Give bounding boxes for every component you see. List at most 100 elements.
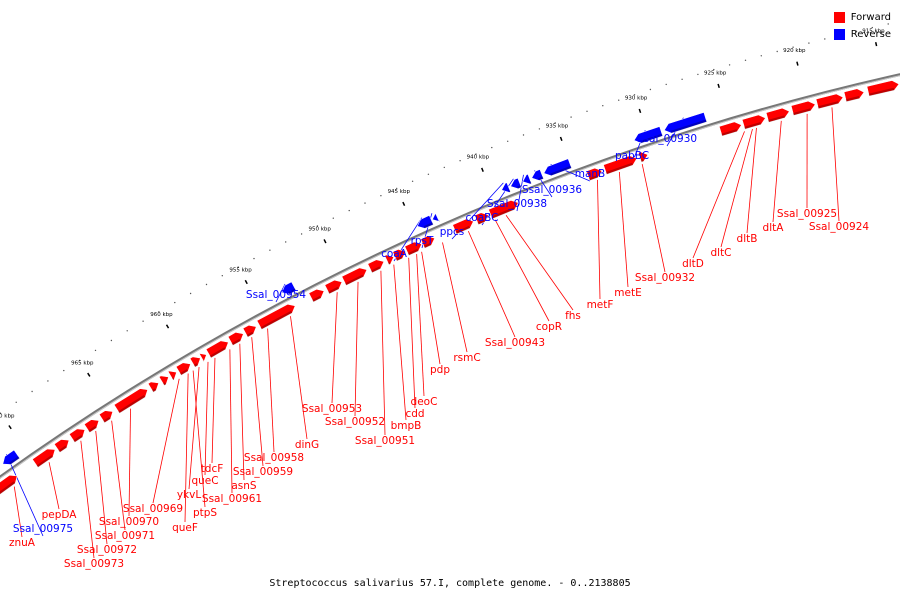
- gene-label[interactable]: copR: [536, 321, 562, 333]
- gene-label[interactable]: ykvL: [177, 489, 202, 501]
- gene-label[interactable]: queC: [191, 475, 218, 487]
- gene-label[interactable]: Ssal_00943: [485, 337, 545, 349]
- reverse-gene-arrow[interactable]: [501, 182, 511, 193]
- gene-label[interactable]: Ssal_00971: [95, 530, 155, 542]
- gene-label[interactable]: Ssal_00953: [302, 403, 362, 415]
- gene-label[interactable]: rsmC: [453, 352, 480, 364]
- reverse-gene-arrow[interactable]: [416, 215, 434, 229]
- forward-gene-arrow[interactable]: [167, 370, 177, 381]
- forward-gene-arrow[interactable]: [113, 388, 149, 414]
- forward-gene-arrow[interactable]: [718, 121, 742, 137]
- gene-label[interactable]: Ssal_00969: [123, 503, 183, 515]
- gene-label[interactable]: dltD: [682, 258, 704, 270]
- forward-gene-arrow[interactable]: [324, 279, 343, 295]
- forward-gene-arrow[interactable]: [384, 254, 395, 266]
- gene-label[interactable]: rpsT: [411, 235, 434, 247]
- forward-gene-arrow[interactable]: [147, 381, 160, 393]
- forward-gene-arrow[interactable]: [488, 199, 519, 220]
- forward-gene-arrow[interactable]: [242, 324, 257, 338]
- forward-gene-arrow[interactable]: [367, 259, 385, 274]
- gene-label[interactable]: metE: [614, 287, 641, 299]
- forward-gene-arrow[interactable]: [341, 267, 368, 286]
- forward-gene-arrow[interactable]: [420, 235, 436, 249]
- reverse-gene-arrow[interactable]: [431, 211, 441, 223]
- gene-label[interactable]: Ssal_00930: [637, 133, 697, 145]
- gene-label[interactable]: dltA: [763, 222, 785, 234]
- leader-line: [692, 131, 745, 259]
- gene-label[interactable]: pdp: [430, 364, 450, 376]
- gene-label[interactable]: Ssal_00972: [77, 544, 137, 556]
- gene-label[interactable]: Ssal_00932: [635, 272, 695, 284]
- reverse-gene-arrow[interactable]: [2, 449, 21, 465]
- gene-label[interactable]: Ssal_00959: [233, 466, 293, 478]
- gene-label[interactable]: Ssal_00952: [325, 416, 385, 428]
- forward-gene-arrow[interactable]: [227, 331, 244, 346]
- gene-label[interactable]: Ssal_00954: [246, 289, 306, 301]
- forward-gene-arrow[interactable]: [790, 100, 816, 116]
- forward-gene-arrow[interactable]: [256, 303, 296, 330]
- forward-gene-arrow[interactable]: [586, 167, 603, 181]
- forward-gene-arrow[interactable]: [741, 114, 766, 130]
- gene-label[interactable]: asnS: [231, 480, 257, 492]
- gene-label[interactable]: Ssal_00975: [13, 523, 73, 535]
- gene-label[interactable]: Ssal_00958: [244, 452, 304, 464]
- forward-gene-arrow[interactable]: [452, 218, 474, 235]
- reverse-gene-arrow[interactable]: [633, 126, 664, 144]
- gene-label[interactable]: coaBC: [466, 212, 499, 224]
- gene-label[interactable]: metF: [587, 299, 614, 311]
- forward-gene-arrow[interactable]: [474, 212, 489, 225]
- forward-gene-arrow[interactable]: [603, 155, 638, 175]
- forward-gene-arrow[interactable]: [175, 362, 192, 376]
- gene-label[interactable]: Ssal_00924: [809, 221, 869, 233]
- forward-gene-arrow[interactable]: [68, 428, 86, 443]
- forward-gene-arrow[interactable]: [83, 419, 100, 433]
- forward-gene-arrow[interactable]: [53, 439, 70, 453]
- gene-label[interactable]: Ssal_00938: [487, 198, 547, 210]
- forward-gene-arrow[interactable]: [392, 248, 407, 262]
- forward-gene-arrow[interactable]: [765, 107, 790, 123]
- gene-label[interactable]: pepDA: [42, 509, 78, 521]
- forward-gene-arrow[interactable]: [189, 356, 201, 368]
- gene-label[interactable]: Ssal_00973: [64, 558, 124, 570]
- gene-label[interactable]: dltC: [710, 247, 731, 259]
- forward-gene-arrow[interactable]: [866, 80, 900, 97]
- gene-label[interactable]: ppcs: [440, 226, 465, 238]
- forward-gene-arrow[interactable]: [815, 93, 844, 110]
- leader-line: [720, 128, 753, 248]
- gene-label[interactable]: cdd: [405, 408, 424, 420]
- reverse-gene-arrow[interactable]: [663, 112, 708, 134]
- forward-gene-arrow[interactable]: [308, 288, 325, 303]
- forward-gene-arrow[interactable]: [158, 375, 169, 386]
- reverse-gene-arrow[interactable]: [543, 158, 572, 177]
- gene-label[interactable]: Ssal_00961: [202, 493, 262, 505]
- forward-gene-arrow[interactable]: [205, 340, 229, 359]
- reverse-gene-arrow[interactable]: [281, 281, 297, 295]
- reverse-gene-arrow[interactable]: [531, 169, 544, 181]
- gene-label[interactable]: manB: [575, 168, 606, 180]
- gene-label[interactable]: dinG: [295, 439, 319, 451]
- gene-label[interactable]: znuA: [9, 537, 36, 549]
- gene-label[interactable]: ptpS: [193, 507, 217, 519]
- gene-label[interactable]: Ssal_00951: [355, 435, 415, 447]
- forward-gene-arrow[interactable]: [98, 410, 114, 424]
- gene-label[interactable]: Ssal_00970: [99, 516, 159, 528]
- gene-label[interactable]: Ssal_00936: [522, 184, 582, 196]
- forward-gene-arrow[interactable]: [197, 352, 207, 363]
- gene-label[interactable]: deoC: [411, 396, 438, 408]
- reverse-gene-arrow[interactable]: [522, 173, 532, 185]
- forward-gene-arrow[interactable]: [404, 241, 423, 256]
- reverse-gene-arrow[interactable]: [510, 177, 522, 190]
- forward-gene-arrow-shade: [793, 108, 811, 116]
- gene-label[interactable]: dltB: [737, 233, 758, 245]
- gene-label[interactable]: pabBC: [615, 150, 649, 162]
- gene-label[interactable]: coaA: [381, 248, 408, 260]
- gene-label[interactable]: queF: [172, 522, 198, 534]
- forward-gene-arrow[interactable]: [637, 151, 649, 163]
- gene-label[interactable]: bmpB: [391, 420, 422, 432]
- forward-gene-arrow[interactable]: [0, 474, 18, 503]
- gene-label[interactable]: tdcF: [201, 463, 224, 475]
- forward-gene-arrow[interactable]: [31, 448, 56, 468]
- forward-gene-arrow[interactable]: [843, 88, 865, 103]
- gene-label[interactable]: Ssal_00925: [777, 208, 837, 220]
- gene-label[interactable]: fhs: [565, 310, 581, 322]
